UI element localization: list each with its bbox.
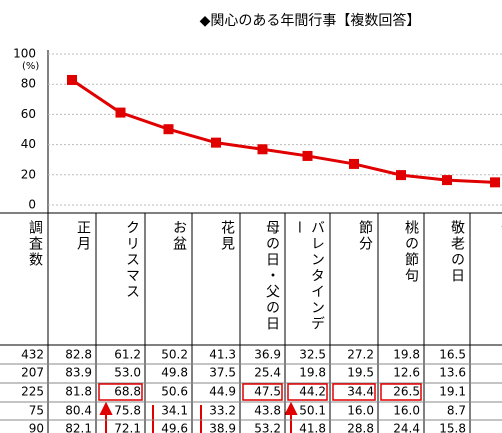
y-tick-label: 60: [21, 107, 36, 121]
table-header: 桃の節句: [403, 220, 419, 284]
table-cell: 19.1: [439, 385, 466, 399]
table-cell: 47.5: [254, 385, 281, 399]
table-header: 正月: [75, 220, 91, 252]
table-header: 節分: [357, 220, 373, 252]
table-cell: 38.9: [209, 422, 236, 433]
marker: [396, 170, 406, 181]
table-cell: 72.1: [114, 422, 141, 433]
table-cell: 19.5: [347, 366, 374, 380]
table-cell: 225: [21, 385, 44, 399]
table-cell: 49.6: [161, 422, 188, 433]
table-cell: 28.8: [347, 422, 374, 433]
table-cell: 13.6: [439, 366, 466, 380]
table-cell: 33.2: [209, 404, 236, 418]
table-cell: 83.9: [65, 366, 92, 380]
y-tick-label: 80: [21, 77, 36, 91]
table-cell: 34.4: [347, 385, 374, 399]
marker: [257, 144, 268, 155]
y-axis-label: (%): [22, 61, 39, 72]
table-cell: 53.0: [114, 366, 141, 380]
highlight-box: [242, 383, 283, 401]
table-header: 七夕: [499, 220, 502, 252]
table-cell: 8.7: [447, 404, 466, 418]
marker: [349, 158, 359, 169]
y-tick-label: 100: [13, 47, 36, 61]
y-tick-label: 20: [21, 167, 36, 181]
table-cell: 16.0: [347, 404, 374, 418]
table-cell: 80.4: [65, 404, 92, 418]
marker: [442, 175, 452, 186]
marker: [490, 177, 500, 188]
line: [71, 78, 496, 184]
table-cell: 75: [29, 404, 44, 418]
table-cell: 43.8: [254, 404, 281, 418]
table-cell: 36.9: [254, 348, 281, 362]
table-header: 花見: [219, 220, 235, 252]
table-cell: 19.8: [299, 366, 326, 380]
table-cell: 75.8: [114, 404, 141, 418]
table-cell: 41.8: [299, 422, 326, 433]
marker: [115, 107, 126, 118]
annotations: [99, 401, 298, 433]
table-header: 敬老の日: [449, 220, 465, 284]
highlight-box: [287, 383, 328, 401]
table-cell: 53.2: [254, 422, 281, 433]
table-cell: 432: [21, 348, 44, 362]
marker: [163, 124, 174, 135]
table-cell: 81.8: [65, 385, 92, 399]
table-cell: 12.6: [393, 366, 420, 380]
table-cell: 25.4: [254, 366, 281, 380]
y-tick-label: 0: [28, 198, 36, 212]
table-cell: 61.2: [114, 348, 141, 362]
table-cell: 68.8: [114, 385, 141, 399]
highlight-box: [98, 383, 143, 401]
table-cell: 44.2: [299, 385, 326, 399]
table-cell: 11: [501, 366, 502, 380]
chart-title: ◆関心のある年間行事【複数回答】: [200, 12, 421, 29]
table-cell: 19.8: [393, 348, 420, 362]
table-cell: 207: [21, 366, 44, 380]
table-cell: 26.5: [393, 385, 420, 399]
table-cell: 24.4: [393, 422, 420, 433]
table-cell: 14: [501, 422, 502, 433]
table-cell: 90: [29, 422, 44, 433]
table-cell: 34.1: [161, 404, 188, 418]
table-cell: 41.3: [209, 348, 236, 362]
table-cell: 50.6: [161, 385, 188, 399]
table-header: 調査数: [27, 220, 43, 268]
table-cell: 32.5: [299, 348, 326, 362]
table-cell: 15.8: [439, 422, 466, 433]
table-header: クリスマス: [124, 220, 140, 300]
y-tick-label: 40: [21, 137, 36, 151]
highlight-box: [332, 383, 376, 401]
table-cell: 50.1: [299, 404, 326, 418]
table-cell: 82.8: [65, 348, 92, 362]
marker: [211, 137, 221, 148]
highlight-box: [380, 383, 422, 401]
table-header: バレンタインデー: [291, 220, 325, 332]
marker: [302, 150, 313, 161]
table-cell: 18: [501, 385, 502, 399]
table-cell: 44.9: [209, 385, 236, 399]
table-cell: 50.2: [161, 348, 188, 362]
marker: [67, 74, 77, 85]
table-cell: 15: [501, 348, 502, 362]
table-cell: 82.1: [65, 422, 92, 433]
table-cell: 16.5: [439, 348, 466, 362]
table-header: お盆: [171, 220, 187, 252]
table-cell: 27.2: [347, 348, 374, 362]
table-header: 母の日・父の日: [264, 220, 280, 332]
table-cell: 49.8: [161, 366, 188, 380]
table-cell: 37.5: [209, 366, 236, 380]
table-cell: 13: [501, 404, 502, 418]
table-cell: 16.0: [393, 404, 420, 418]
